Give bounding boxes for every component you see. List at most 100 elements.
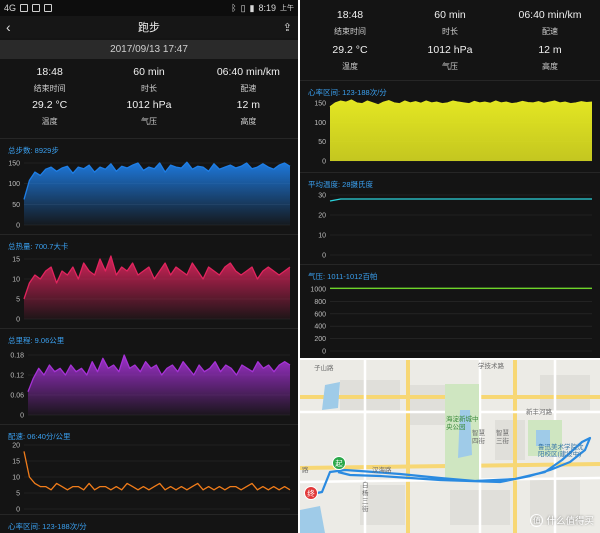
series-area (28, 355, 290, 415)
steps-chart-section: 总步数: 8929步 0 50 100 150 (0, 138, 298, 234)
heart-rate-chart-section: 心率区间: 123-188次/分 0 50 100 150 (300, 80, 600, 172)
bluetooth-icon: ᛒ (231, 3, 237, 13)
stat-pressure: 1012 hPa 气压 (400, 44, 500, 75)
stat-label: 气压 (442, 62, 458, 71)
y-tick-label: 1000 (310, 287, 326, 294)
stat-value: 12 m (538, 44, 562, 56)
series-line (23, 161, 291, 200)
y-tick-label: 10 (318, 233, 326, 240)
y-tick-label: 5 (16, 297, 20, 304)
summary-stats-row-1: 18:48 结束时间 60 min 时长 06:40 min/km 配速 (300, 0, 600, 37)
map-label-road: 路 (302, 467, 309, 474)
route-end-marker[interactable]: 终 (304, 486, 318, 500)
series-line (27, 354, 291, 392)
stat-value: 1012 hPa (427, 44, 473, 56)
stat-value: 1012 hPa (126, 99, 172, 111)
calories-chart-section: 总热量: 700.7大卡 0 5 10 15 (0, 234, 298, 328)
y-tick-label: 200 (314, 336, 326, 343)
stat-end-time: 18:48 结束时间 (0, 66, 99, 94)
pace-chart-label: 配速: 06:40分/公里 (8, 432, 71, 441)
steps-chart-label: 总步数: 8929步 (8, 146, 59, 155)
series-line (329, 198, 592, 202)
y-tick-label: 150 (8, 161, 20, 168)
temperature-chart-section: 平均温度: 28摄氏度 0 10 20 30 (300, 172, 600, 264)
share-icon[interactable]: ⇪ (282, 21, 292, 34)
status-ampm: 上午 (280, 5, 294, 12)
stat-altitude: 12 m 高度 (500, 44, 600, 75)
stat-value: 06:40 min/km (216, 66, 280, 78)
route-start-marker[interactable]: 起 (332, 456, 346, 470)
y-tick-label: 0.12 (10, 373, 24, 380)
running-detail-screen: 4G ᛒ ▯ ▮ 8:19 上午 ‹ 跑步 ⇪ 2017/09/13 17:47… (0, 0, 298, 533)
map-label-street: 智慧四街 (472, 430, 485, 445)
stat-temperature: 29.2 °C 温度 (300, 44, 400, 75)
stat-label: 结束时间 (33, 84, 66, 93)
pressure-chart: 0 200 400 600 800 1000 (310, 287, 592, 356)
back-arrow-icon[interactable]: ‹ (6, 19, 11, 35)
stat-value: 12 m (236, 99, 260, 111)
heart-rate-chart-label: 心率区间: 123-188次/分 (308, 88, 387, 97)
stat-duration: 60 min 时长 (400, 9, 500, 37)
stat-temperature: 29.2 °C 温度 (0, 99, 99, 128)
stat-label: 温度 (41, 117, 58, 126)
series-area (330, 100, 592, 161)
watermark: 值 什么值得买 (530, 513, 594, 527)
status-time: 8:19 (258, 3, 276, 13)
page-title: 跑步 (138, 22, 160, 34)
map-label-park: 海淀新城中央公园 (446, 416, 479, 431)
temperature-chart: 0 10 20 30 (318, 193, 592, 260)
y-tick-label: 600 (314, 311, 326, 318)
stat-label: 时长 (442, 27, 458, 36)
sim-icon (32, 4, 41, 12)
y-tick-label: 20 (318, 213, 326, 220)
series-area (24, 256, 290, 319)
pressure-chart-label: 气压: 1011-1012百帕 (308, 272, 378, 281)
running-detail-screen-scrolled: 18:48 结束时间 60 min 时长 06:40 min/km 配速 29.… (300, 0, 600, 358)
distance-chart-label: 总里程: 9.06公里 (8, 336, 65, 345)
watermark-icon: 值 (530, 513, 544, 527)
temperature-chart-label: 平均温度: 28摄氏度 (308, 180, 374, 189)
heart-rate-label: 心率区间: 123-188次/分 (8, 522, 87, 531)
y-tick-label: 0 (16, 317, 20, 324)
summary-stats-row-1: 18:48 结束时间 60 min 时长 06:40 min/km 配速 (0, 59, 298, 94)
calories-chart: 0 5 10 15 (12, 255, 291, 324)
route-map[interactable]: 子山路 学技术路 海淀新城中央公园 智慧四街 智慧三街 新丰河路 鲁迅美术学院沈… (300, 360, 600, 533)
watermark-text: 什么值得买 (546, 516, 594, 527)
map-label-road: 新丰河路 (526, 409, 552, 416)
pace-chart-section: 配速: 06:40分/公里 0 5 10 15 20 (0, 424, 298, 516)
calories-chart-label: 总热量: 700.7大卡 (8, 242, 69, 251)
stat-label: 高度 (542, 62, 558, 71)
stat-label: 结束时间 (334, 27, 366, 36)
series-line (23, 255, 291, 300)
notification-icon (20, 4, 29, 12)
map-label-street: 白杨三街 (362, 482, 369, 513)
y-tick-label: 0 (16, 223, 20, 230)
y-tick-label: 50 (318, 139, 326, 146)
status-bar: 4G ᛒ ▯ ▮ 8:19 上午 (0, 0, 298, 16)
y-tick-label: 0 (322, 253, 326, 260)
map-label-road: 学技术路 (478, 363, 504, 370)
map-label-road: 汉海路 (372, 467, 392, 474)
summary-stats-row-2: 29.2 °C 温度 1012 hPa 气压 12 m 高度 (0, 92, 298, 128)
y-tick-label: 100 (314, 120, 326, 127)
workout-datetime: 2017/09/13 17:47 (0, 40, 298, 59)
summary-stats-row-2: 29.2 °C 温度 1012 hPa 气压 12 m 高度 (300, 35, 600, 75)
y-tick-label: 30 (318, 193, 326, 200)
stat-pressure: 1012 hPa 气压 (99, 99, 198, 128)
distance-chart-section: 总里程: 9.06公里 0 0.06 0.12 0.18 (0, 328, 298, 424)
distance-chart: 0 0.06 0.12 0.18 (10, 353, 291, 420)
stat-pace: 06:40 min/km 配速 (199, 66, 298, 94)
stat-label: 配速 (542, 27, 558, 36)
heart-rate-section-header: 心率区间: 123-188次/分 (0, 514, 298, 533)
y-tick-label: 5 (16, 491, 20, 498)
y-tick-label: 50 (12, 202, 20, 209)
pace-chart: 0 5 10 15 20 (12, 443, 291, 514)
y-tick-label: 0.06 (10, 393, 24, 400)
stat-label: 高度 (240, 117, 257, 126)
heart-rate-chart: 0 50 100 150 (314, 99, 593, 166)
stat-end-time: 18:48 结束时间 (300, 9, 400, 37)
y-tick-label: 800 (314, 299, 326, 306)
map-label-road: 子山路 (314, 365, 334, 372)
steps-chart: 0 50 100 150 (8, 161, 291, 230)
pressure-chart-section: 气压: 1011-1012百帕 0 200 400 600 800 1000 (300, 264, 600, 358)
